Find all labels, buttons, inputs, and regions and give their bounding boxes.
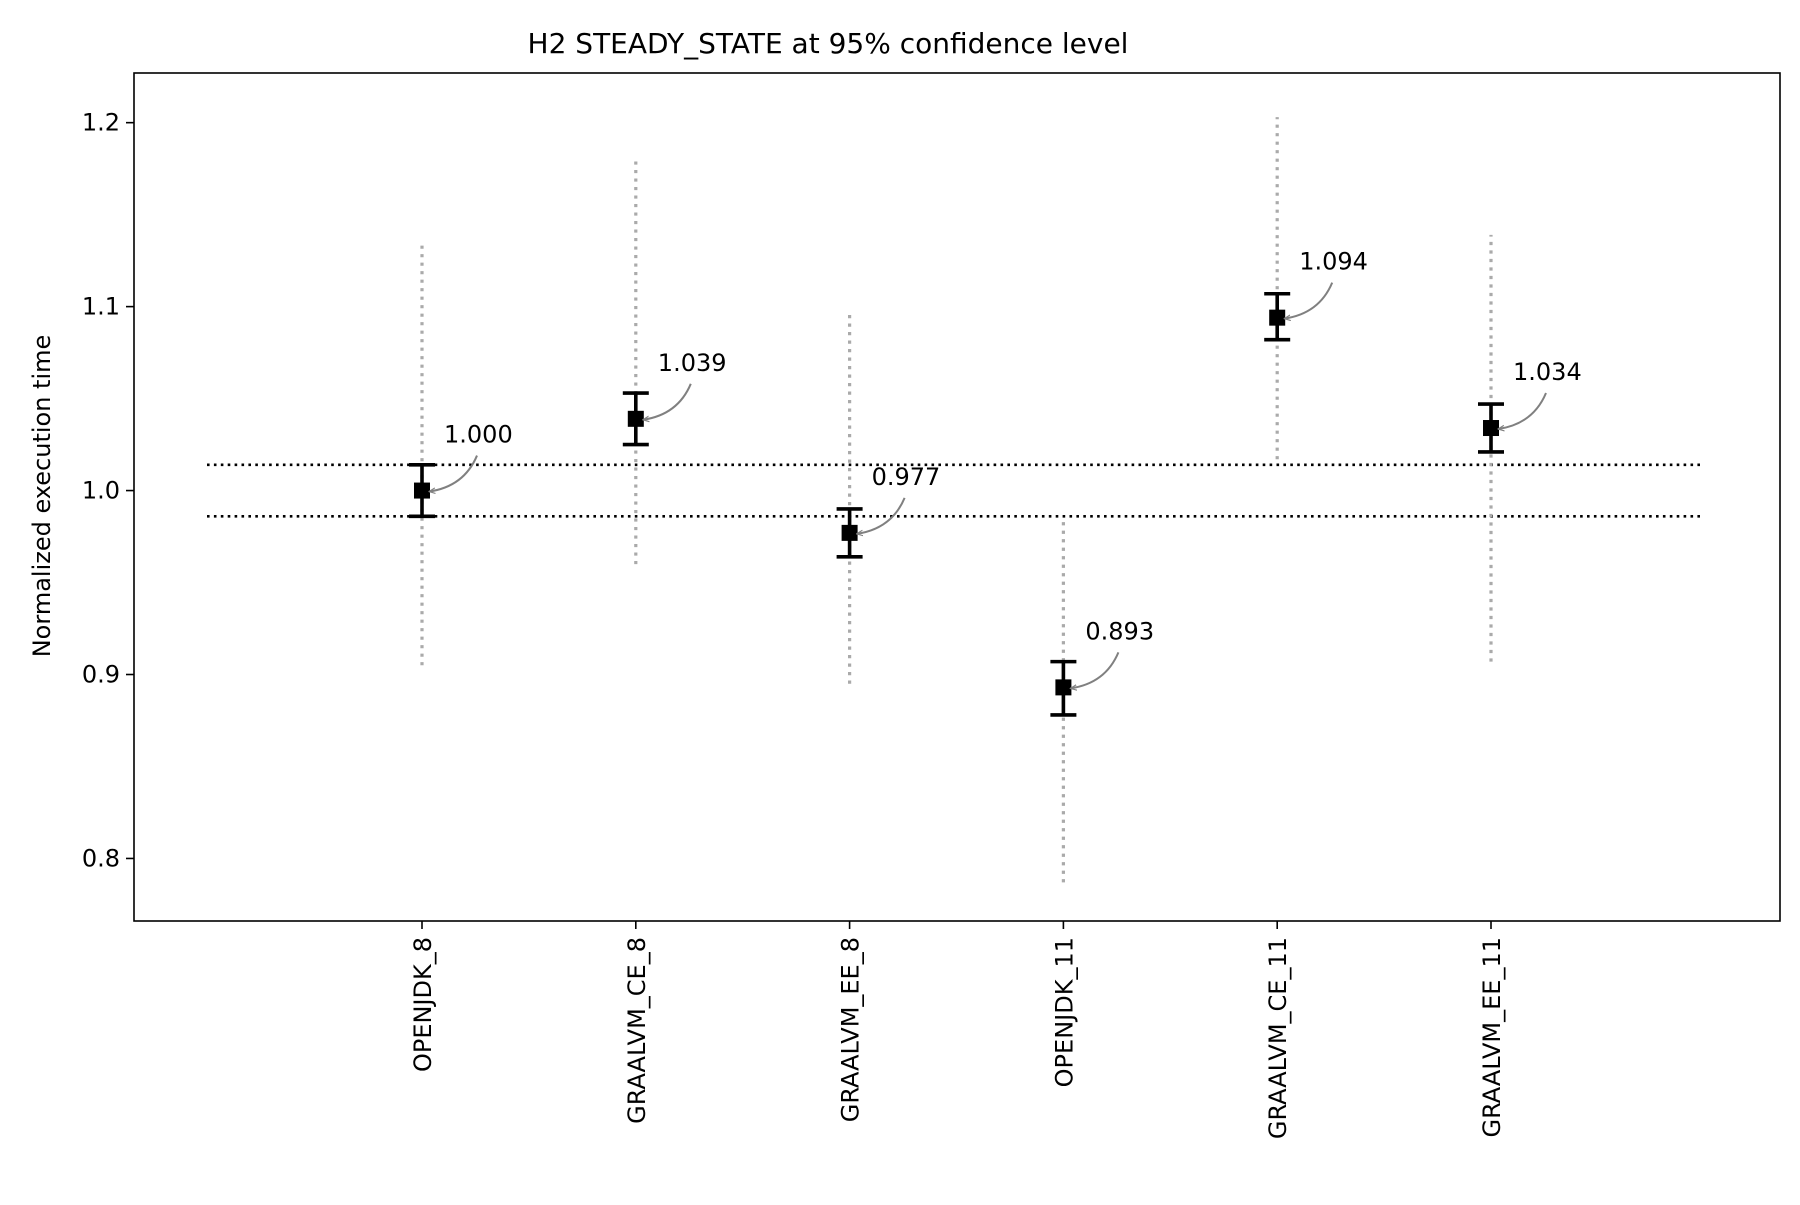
annotation-arrow [1070, 651, 1120, 688]
y-tick-label: 1.2 [82, 109, 120, 137]
x-tick-label: OPENJDK_11 [1050, 937, 1078, 1087]
data-point [627, 410, 644, 427]
annotation-arrow [1498, 392, 1547, 429]
data-label: 1.000 [444, 421, 513, 449]
x-tick-label: GRAALVM_CE_8 [623, 937, 651, 1124]
annotation-arrow [1284, 282, 1334, 319]
data-label: 0.977 [872, 463, 941, 491]
x-tick-label: GRAALVM_EE_11 [1478, 937, 1506, 1138]
x-tick-label: GRAALVM_EE_8 [837, 937, 865, 1122]
data-point [1269, 309, 1286, 326]
y-axis-label: Normalized execution time [28, 335, 56, 658]
annotation-arrow [643, 383, 692, 420]
annotation-arrow [857, 497, 906, 534]
y-tick-label: 0.8 [82, 844, 120, 872]
data-label: 1.039 [658, 349, 727, 377]
data-label: 1.094 [1299, 248, 1368, 276]
plot-area: 0.8 0.9 1.0 1.1 1.2 OPENJDK_8 GRAALVM_CE_8 GRAA… [82, 109, 1702, 1139]
x-tick-label: GRAALVM_CE_11 [1264, 937, 1292, 1139]
annotation-arrow [429, 455, 478, 492]
data-label: 0.893 [1085, 617, 1154, 645]
y-tick-label: 0.9 [82, 661, 120, 689]
data-point [1483, 420, 1499, 437]
data-point [414, 482, 430, 499]
data-label: 1.034 [1513, 358, 1582, 386]
data-point [1055, 679, 1072, 696]
x-tick-label: OPENJDK_8 [409, 937, 437, 1072]
data-point [841, 524, 858, 541]
chart-title: H2 STEADY_STATE at 95% confidence level [528, 27, 1129, 60]
plot-frame [133, 72, 1781, 922]
y-tick-label: 1.0 [82, 477, 120, 505]
y-tick-label: 1.1 [82, 293, 120, 321]
